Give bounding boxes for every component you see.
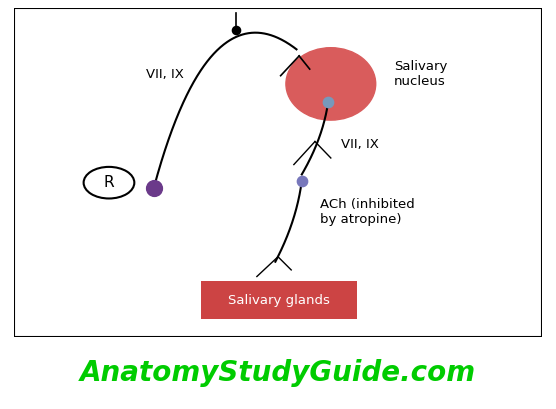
Text: VII, IX: VII, IX xyxy=(341,138,379,151)
Text: R: R xyxy=(103,175,115,190)
Point xyxy=(231,26,240,33)
Point xyxy=(297,178,306,184)
Text: Salivary
nucleus: Salivary nucleus xyxy=(394,60,448,88)
Point xyxy=(324,99,332,105)
Point xyxy=(150,184,158,191)
Ellipse shape xyxy=(286,48,376,120)
Bar xyxy=(201,281,358,319)
Text: ACh (inhibited
by atropine): ACh (inhibited by atropine) xyxy=(320,198,415,226)
Text: Salivary glands: Salivary glands xyxy=(229,294,330,307)
Text: AnatomyStudyGuide.com: AnatomyStudyGuide.com xyxy=(80,359,476,387)
Text: VII, IX: VII, IX xyxy=(146,67,184,81)
